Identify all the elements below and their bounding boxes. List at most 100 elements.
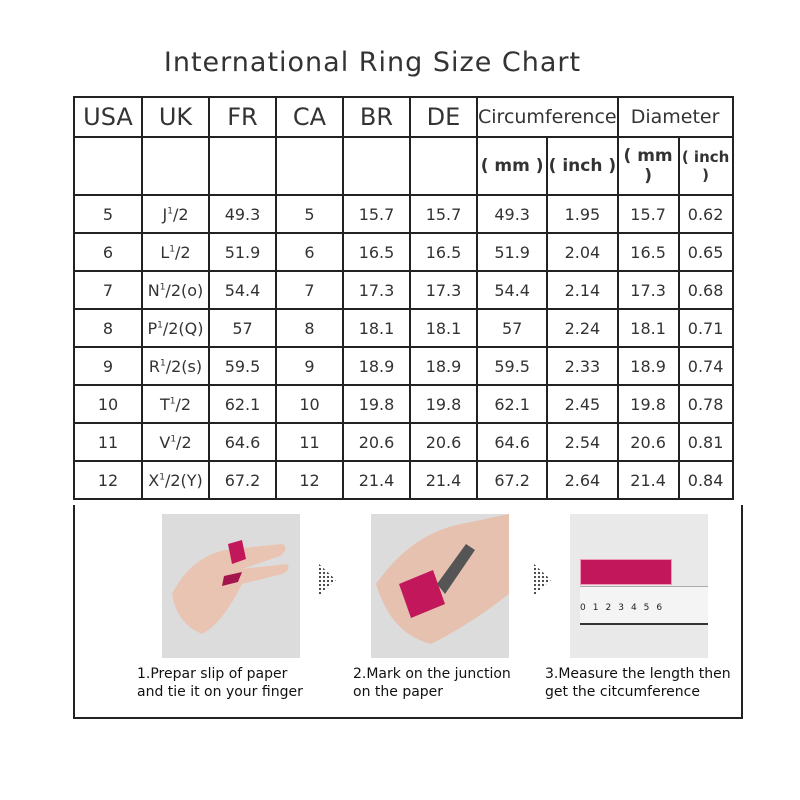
cell-cin: 2.33	[546, 346, 619, 386]
cell-cmm: 64.6	[475, 422, 549, 462]
sub-circ-inch: ( inch )	[546, 136, 619, 196]
ruler-label: 3	[618, 603, 624, 613]
cell-cmm: 49.3	[475, 194, 549, 234]
cell-uk: P1/2(Q)	[141, 308, 210, 348]
uk-size-part: /2	[172, 204, 189, 224]
cell-de: 19.8	[409, 384, 478, 424]
cell-fr: 54.4	[208, 270, 277, 310]
cell-uk: L1/2	[141, 232, 210, 272]
uk-size-part: /2	[175, 394, 192, 414]
table-row: 6 L1/2 51.9 6 16.5 16.5 51.9 2.04 16.5 0.65	[73, 232, 734, 272]
cell-uk: T1/2	[141, 384, 210, 424]
cell-usa: 8	[73, 308, 143, 348]
cell-din: 0.71	[677, 308, 734, 348]
cell-cin: 1.95	[546, 194, 619, 234]
cell-ca: 7	[275, 270, 344, 310]
sub-circ-mm: ( mm )	[475, 136, 549, 196]
ruler-label: 1	[592, 603, 599, 613]
cell-cmm: 62.1	[475, 384, 549, 424]
cell-ca: 8	[275, 308, 344, 348]
cell-br: 17.3	[342, 270, 411, 310]
cell-din: 0.78	[677, 384, 734, 424]
cell-cmm: 57	[475, 308, 549, 348]
step2-caption: 2.Mark on the junction on the paper	[353, 666, 511, 700]
table-row: 8 P1/2(Q) 57 8 18.1 18.1 57 2.24 18.1 0.71	[73, 308, 734, 348]
cell-din: 0.68	[677, 270, 734, 310]
hand-marking-paper-icon	[376, 514, 509, 644]
cell-uk: R1/2(s)	[141, 346, 210, 386]
uk-size-part: /2	[175, 242, 191, 262]
uk-size-part: 1	[170, 434, 177, 445]
uk-size-part: 1	[159, 282, 166, 293]
cell-cmm: 54.4	[475, 270, 549, 310]
uk-size-part: J	[162, 204, 168, 224]
step2-photo	[371, 514, 509, 658]
ruler-label: 2	[605, 603, 612, 613]
cell-uk: N1/2(o)	[141, 270, 210, 310]
chart-title: International Ring Size Chart	[163, 47, 582, 78]
uk-size-part: L	[160, 242, 170, 262]
cell-dmm: 17.3	[616, 270, 680, 310]
step1-photo	[162, 514, 300, 658]
uk-size-part: /2(Q)	[162, 318, 204, 338]
uk-size-part: 1	[159, 472, 165, 483]
cell-usa: 9	[73, 346, 143, 386]
ruler-label: 0	[580, 603, 586, 613]
uk-size-part: 1	[169, 396, 176, 407]
cell-fr: 64.6	[208, 422, 277, 462]
cell-br: 18.1	[342, 308, 411, 348]
cell-dmm: 18.1	[616, 308, 680, 348]
cell-din: 0.84	[677, 460, 734, 500]
cell-de: 20.6	[409, 422, 478, 462]
step1-caption: 1.Prepar slip of paper and tie it on your…	[137, 666, 303, 700]
arrow-right-icon	[533, 563, 551, 597]
uk-size-part: N	[147, 280, 160, 300]
cell-dmm: 18.9	[616, 346, 680, 386]
ruler-label: 5	[643, 603, 650, 613]
cell-din: 0.65	[677, 232, 734, 272]
header-fr: FR	[208, 96, 277, 138]
cell-usa: 12	[73, 460, 143, 500]
cell-fr: 57	[208, 308, 277, 348]
cell-fr: 51.9	[208, 232, 277, 272]
cell-fr: 62.1	[208, 384, 277, 424]
cell-cin: 2.64	[546, 460, 619, 500]
cell-cmm: 59.5	[475, 346, 549, 386]
ring-size-table: USA UK FR CA BR DE Circumference Diamete…	[73, 96, 734, 500]
cell-cin: 2.24	[546, 308, 619, 348]
cell-cin: 2.14	[546, 270, 619, 310]
uk-size-part: /2(s)	[165, 356, 203, 376]
cell-de: 21.4	[409, 460, 478, 500]
header-ca: CA	[275, 96, 344, 138]
cell-br: 20.6	[342, 422, 411, 462]
cell-din: 0.81	[677, 422, 734, 462]
header-row: USA UK FR CA BR DE Circumference Diamete…	[73, 96, 734, 138]
table-row: 11 V1/2 64.6 11 20.6 20.6 64.6 2.54 20.6 0.81	[73, 422, 734, 462]
uk-size-part: /2(Y)	[164, 470, 203, 490]
table-row: 12 X1/2(Y) 67.2 12 21.4 21.4 67.2 2.64 21.4 0.84	[73, 460, 734, 500]
header-diameter: Diameter	[616, 96, 734, 138]
cell-cin: 2.04	[546, 232, 619, 272]
cell-cin: 2.45	[546, 384, 619, 424]
cell-de: 18.9	[409, 346, 478, 386]
uk-size-part: V	[159, 432, 171, 452]
cell-ca: 11	[275, 422, 344, 462]
paper-strip	[580, 559, 672, 585]
header-de: DE	[409, 96, 478, 138]
subheader-row: ( mm ) ( inch ) ( mm ) ( inch )	[73, 136, 734, 196]
cell-de: 15.7	[409, 194, 478, 234]
header-usa: USA	[73, 96, 143, 138]
cell-uk: J1/2	[141, 194, 210, 234]
cell-dmm: 20.6	[616, 422, 680, 462]
cell-br: 18.9	[342, 346, 411, 386]
uk-size-part: 1	[157, 320, 163, 331]
uk-size-part: X	[148, 470, 160, 490]
sub-dia-mm: ( mm )	[616, 136, 680, 196]
cell-br: 21.4	[342, 460, 411, 500]
cell-ca: 9	[275, 346, 344, 386]
cell-dmm: 21.4	[616, 460, 680, 500]
cell-ca: 6	[275, 232, 344, 272]
cell-uk: V1/2	[141, 422, 210, 462]
